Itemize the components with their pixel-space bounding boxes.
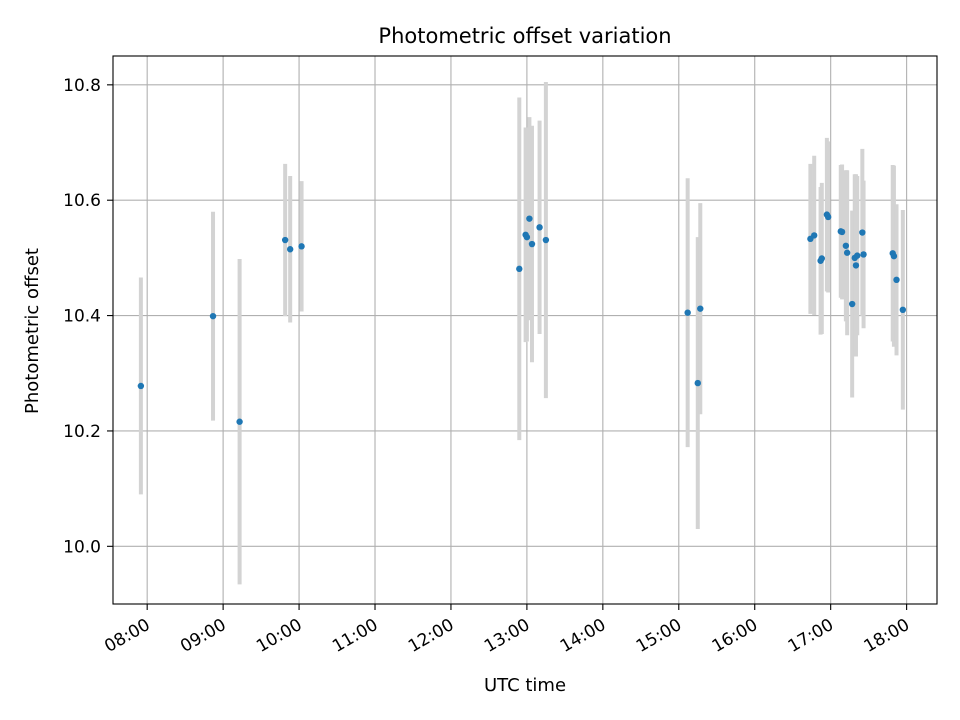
- data-point: [818, 255, 825, 262]
- y-axis-label: Photometric offset: [22, 248, 43, 414]
- data-point: [843, 249, 851, 256]
- data-point: [899, 306, 907, 314]
- x-axis-label: UTC time: [484, 675, 566, 696]
- data-point: [526, 215, 533, 222]
- data-point: [137, 382, 145, 390]
- data-point: [523, 233, 531, 241]
- data-point: [854, 252, 861, 259]
- x-tick-label: 14:00: [557, 615, 609, 657]
- x-tick-label: 15:00: [633, 615, 685, 657]
- data-point: [838, 228, 846, 236]
- data-point: [684, 309, 691, 316]
- x-tick-label: 10:00: [253, 615, 305, 657]
- data-point: [860, 251, 867, 258]
- plot-area-frame: [112, 55, 938, 605]
- x-tick-label: 11:00: [329, 615, 381, 657]
- y-tick-label: 10.8: [63, 76, 101, 96]
- data-point: [824, 213, 832, 221]
- data-point: [236, 418, 243, 425]
- x-tick-label: 08:00: [101, 615, 153, 657]
- x-tick-label: 12:00: [405, 615, 457, 657]
- data-point: [852, 262, 860, 269]
- chart-title: Photometric offset variation: [378, 24, 671, 48]
- axis-ticks: 08:00 09:00 10:00 11:00 12:00 13:00 14:00 15:00…: [63, 76, 913, 657]
- data-point: [281, 236, 289, 244]
- data-point: [209, 312, 217, 320]
- y-tick-label: 10.2: [63, 422, 101, 442]
- y-tick-label: 10.4: [63, 307, 101, 327]
- data-point: [890, 252, 898, 260]
- data-point: [298, 243, 305, 250]
- x-tick-label: 13:00: [481, 615, 533, 657]
- error-bars: [138, 81, 905, 585]
- data-point: [697, 305, 704, 312]
- data-point: [542, 236, 550, 244]
- data-point: [516, 265, 523, 273]
- x-tick-label: 18:00: [861, 615, 913, 657]
- data-point: [694, 379, 701, 387]
- data-point: [810, 232, 818, 239]
- data-point: [286, 246, 294, 253]
- x-tick-label: 09:00: [177, 615, 229, 657]
- data-point: [893, 276, 900, 284]
- data-point: [528, 240, 536, 248]
- x-tick-label: 17:00: [785, 615, 837, 657]
- data-point: [848, 300, 856, 308]
- data-point: [859, 229, 866, 236]
- data-points: [137, 211, 907, 425]
- data-point: [536, 224, 543, 231]
- y-tick-label: 10.0: [63, 537, 101, 557]
- y-tick-label: 10.6: [63, 191, 101, 211]
- x-tick-label: 16:00: [709, 615, 761, 657]
- data-point: [842, 242, 850, 249]
